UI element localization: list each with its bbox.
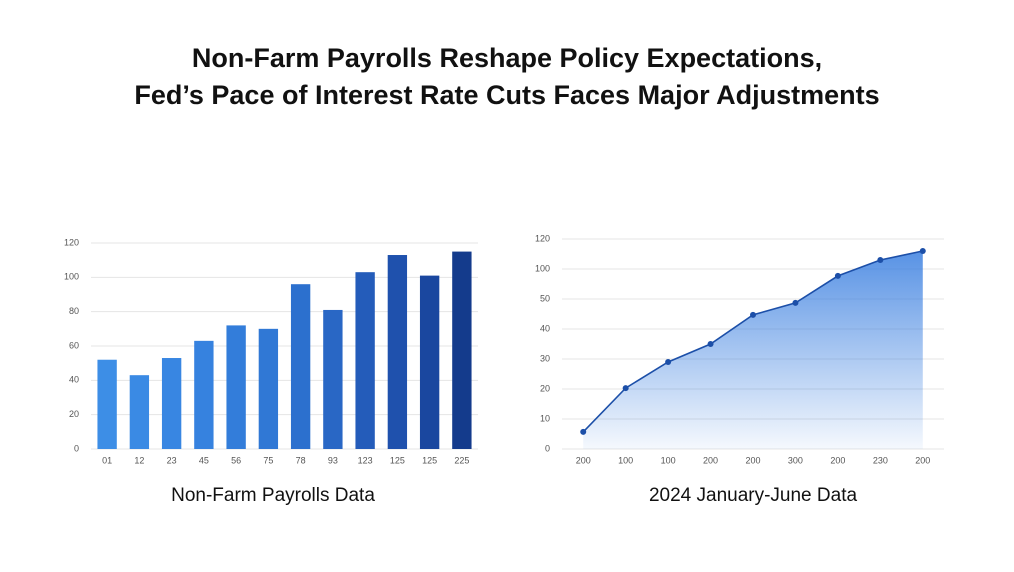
title-line: Non-Farm Payrolls Reshape Policy Expecta… xyxy=(192,43,822,73)
x-tick-label: 100 xyxy=(618,455,633,465)
y-tick-label: 0 xyxy=(545,443,550,453)
x-tick-label: 23 xyxy=(167,455,177,465)
point xyxy=(750,311,756,318)
x-tick-label: 225 xyxy=(454,455,469,465)
bar xyxy=(129,375,150,449)
title-line: Fed’s Pace of Interest Rate Cuts Faces M… xyxy=(134,80,879,110)
point xyxy=(877,257,884,263)
x-tick-label: 100 xyxy=(661,455,676,465)
point xyxy=(834,272,841,279)
x-tick-label: 200 xyxy=(576,455,591,465)
point xyxy=(919,248,926,254)
bar xyxy=(452,251,472,449)
y-tick-label: 10 xyxy=(540,413,550,423)
x-tick-label: 200 xyxy=(830,455,845,465)
x-tick-label: 300 xyxy=(788,455,803,465)
bar xyxy=(419,275,440,449)
x-tick-label: 125 xyxy=(422,455,437,465)
bar xyxy=(290,284,311,449)
y-tick-label: 120 xyxy=(64,237,79,247)
x-tick-label: 200 xyxy=(745,455,760,465)
x-tick-label: 200 xyxy=(915,455,930,465)
y-tick-label: 120 xyxy=(535,233,550,243)
chart-subtitle: Non-Farm Payrolls Data xyxy=(171,485,375,506)
bar xyxy=(355,272,375,449)
y-tick-label: 80 xyxy=(69,306,79,316)
chart-subtitle: 2024 January-June Data xyxy=(649,485,858,506)
bar xyxy=(194,340,214,449)
x-tick-label: 200 xyxy=(703,455,718,465)
y-tick-label: 30 xyxy=(540,353,550,363)
bar xyxy=(387,255,408,449)
x-tick-label: 75 xyxy=(263,455,273,465)
x-tick-label: 56 xyxy=(231,455,241,465)
y-tick-label: 20 xyxy=(69,409,79,419)
x-tick-label: 123 xyxy=(358,455,373,465)
area xyxy=(583,251,923,449)
x-tick-label: 78 xyxy=(296,455,306,465)
x-tick-label: 125 xyxy=(390,455,405,465)
y-tick-label: 40 xyxy=(540,323,550,333)
point xyxy=(707,341,714,347)
x-tick-label: 45 xyxy=(199,455,209,465)
x-tick-label: 12 xyxy=(134,455,144,465)
bar xyxy=(323,309,343,449)
y-tick-label: 60 xyxy=(69,340,79,350)
point xyxy=(622,385,629,392)
y-tick-label: 100 xyxy=(535,263,550,273)
point xyxy=(792,299,799,306)
y-tick-label: 100 xyxy=(64,272,79,282)
y-tick-label: 20 xyxy=(540,383,550,393)
x-tick-label: 230 xyxy=(873,455,888,465)
point xyxy=(580,428,587,435)
bar xyxy=(258,328,279,449)
y-tick-label: 50 xyxy=(540,293,550,303)
point xyxy=(665,359,672,365)
x-tick-label: 01 xyxy=(102,455,112,465)
y-tick-label: 40 xyxy=(69,375,79,385)
y-tick-label: 0 xyxy=(74,443,79,453)
x-tick-label: 93 xyxy=(328,455,338,465)
bar xyxy=(97,359,117,449)
bar xyxy=(226,325,246,449)
bar xyxy=(161,358,182,449)
